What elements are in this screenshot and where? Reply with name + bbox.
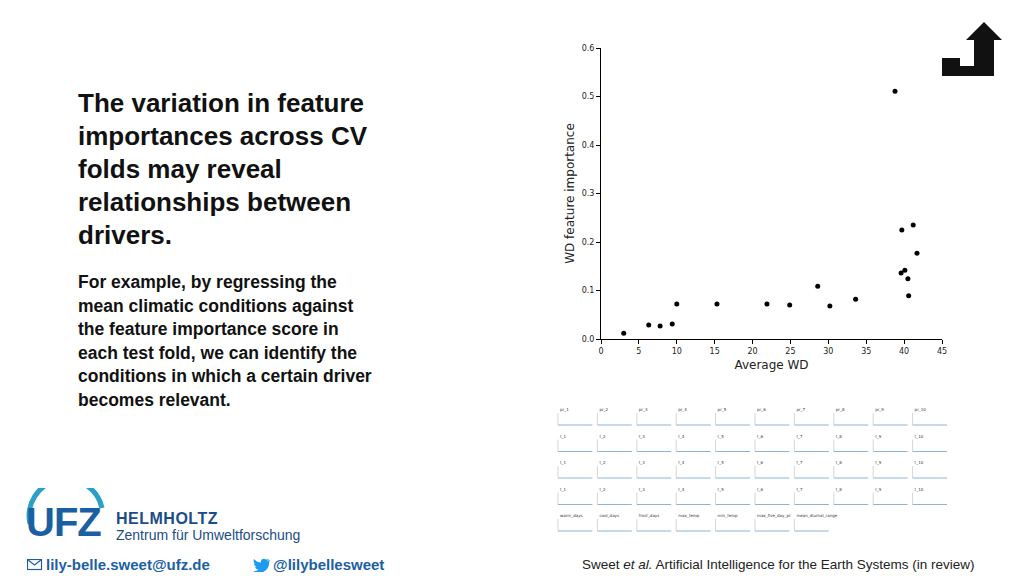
html-text:each test fold, we can identif: each test fold, we can identify the bbox=[78, 342, 358, 363]
svg-text:t_2: t_2 bbox=[599, 434, 606, 439]
svg-text:t_10: t_10 bbox=[915, 460, 924, 465]
html-text:Zentrum für Umweltforschung: Zentrum für Umweltforschung bbox=[116, 527, 301, 543]
svg-text:0.5: 0.5 bbox=[582, 92, 595, 101]
svg-text:t_4: t_4 bbox=[678, 434, 685, 439]
html-text:lily-belle.sweet@ufz.de: lily-belle.sweet@ufz.de bbox=[46, 556, 210, 573]
svg-text:pr_4: pr_4 bbox=[678, 407, 687, 412]
svg-text:25: 25 bbox=[785, 347, 795, 356]
svg-text:t_3: t_3 bbox=[639, 434, 646, 439]
svg-text:5: 5 bbox=[636, 347, 641, 356]
svg-text:t_7: t_7 bbox=[796, 434, 803, 439]
svg-text:0.2: 0.2 bbox=[582, 238, 595, 247]
svg-text:t_7: t_7 bbox=[796, 460, 803, 465]
html-text:The variation in feature: The variation in feature bbox=[78, 88, 365, 118]
svg-text:t_5: t_5 bbox=[718, 487, 725, 492]
svg-text:cool_days: cool_days bbox=[599, 513, 619, 518]
svg-text:t_6: t_6 bbox=[757, 434, 764, 439]
svg-text:min_temp: min_temp bbox=[718, 513, 738, 518]
svg-text:0.0: 0.0 bbox=[582, 335, 595, 344]
html-text:importances across CV: importances across CV bbox=[78, 121, 367, 151]
html-text:mean climatic conditions again: mean climatic conditions against bbox=[78, 295, 354, 316]
svg-text:t_1: t_1 bbox=[560, 434, 567, 439]
svg-text:t_1: t_1 bbox=[560, 460, 567, 465]
html-text:drivers.: drivers. bbox=[78, 220, 172, 250]
html-text:For example, by regressing the: For example, by regressing the bbox=[78, 272, 337, 292]
svg-text:t_9: t_9 bbox=[875, 460, 882, 465]
svg-text:t_2: t_2 bbox=[599, 460, 606, 465]
html-text:Sweet et al. Artificial Intell: Sweet et al. Artificial Intelligence for… bbox=[582, 557, 975, 572]
svg-text:max_five_day_pr: max_five_day_pr bbox=[757, 513, 791, 518]
svg-text:t_3: t_3 bbox=[639, 460, 646, 465]
html-text:the feature importance score i: the feature importance score in bbox=[78, 319, 339, 340]
html-text:folds may reveal: folds may reveal bbox=[78, 154, 282, 184]
html-text:@lilybellesweet: @lilybellesweet bbox=[273, 556, 385, 573]
svg-text:t_6: t_6 bbox=[757, 487, 764, 492]
svg-text:t_8: t_8 bbox=[836, 460, 843, 465]
svg-text:mean_diurnal_range: mean_diurnal_range bbox=[796, 513, 837, 518]
svg-text:0.6: 0.6 bbox=[582, 44, 595, 53]
svg-text:t_10: t_10 bbox=[915, 434, 924, 439]
svg-text:pr_3: pr_3 bbox=[639, 407, 648, 412]
svg-text:pr_8: pr_8 bbox=[836, 407, 845, 412]
svg-text:20: 20 bbox=[747, 347, 757, 356]
html-text:becomes relevant.: becomes relevant. bbox=[78, 390, 231, 410]
svg-text:t_8: t_8 bbox=[836, 487, 843, 492]
svg-text:t_2: t_2 bbox=[599, 487, 606, 492]
svg-text:45: 45 bbox=[937, 347, 947, 356]
svg-text:pr_9: pr_9 bbox=[875, 407, 884, 412]
svg-text:0.3: 0.3 bbox=[582, 189, 595, 198]
svg-text:max_temp: max_temp bbox=[678, 513, 700, 518]
svg-text:t_10: t_10 bbox=[915, 487, 924, 492]
svg-text:35: 35 bbox=[861, 347, 871, 356]
svg-text:frost_days: frost_days bbox=[639, 513, 660, 518]
svg-text:t_4: t_4 bbox=[678, 487, 685, 492]
svg-text:t_7: t_7 bbox=[796, 487, 803, 492]
svg-text:warm_days: warm_days bbox=[560, 513, 583, 518]
svg-text:Average WD: Average WD bbox=[734, 358, 808, 372]
svg-text:t_5: t_5 bbox=[718, 434, 725, 439]
svg-text:pr_5: pr_5 bbox=[718, 407, 727, 412]
svg-text:t_3: t_3 bbox=[639, 487, 646, 492]
html-text:HELMHOLTZ: HELMHOLTZ bbox=[116, 510, 218, 527]
svg-text:t_1: t_1 bbox=[560, 487, 567, 492]
svg-text:10: 10 bbox=[672, 347, 682, 356]
svg-text:0: 0 bbox=[598, 347, 603, 356]
svg-text:WD feature importance: WD feature importance bbox=[563, 123, 577, 264]
html-text:UFZ: UFZ bbox=[26, 500, 101, 544]
svg-text:40: 40 bbox=[899, 347, 909, 356]
svg-text:t_9: t_9 bbox=[875, 487, 882, 492]
svg-text:pr_10: pr_10 bbox=[915, 407, 927, 412]
svg-text:t_5: t_5 bbox=[718, 460, 725, 465]
svg-text:t_8: t_8 bbox=[836, 434, 843, 439]
svg-text:0.4: 0.4 bbox=[582, 141, 595, 150]
svg-text:pr_6: pr_6 bbox=[757, 407, 766, 412]
svg-text:t_9: t_9 bbox=[875, 434, 882, 439]
svg-text:pr_7: pr_7 bbox=[796, 407, 805, 412]
svg-text:0.1: 0.1 bbox=[582, 286, 595, 295]
svg-text:pr_2: pr_2 bbox=[599, 407, 608, 412]
svg-text:15: 15 bbox=[710, 347, 720, 356]
svg-text:pr_1: pr_1 bbox=[560, 407, 569, 412]
html-text:conditions in which a certain: conditions in which a certain driver bbox=[78, 366, 372, 387]
svg-text:t_4: t_4 bbox=[678, 460, 685, 465]
svg-text:t_6: t_6 bbox=[757, 460, 764, 465]
svg-text:30: 30 bbox=[823, 347, 833, 356]
html-text:relationships between: relationships between bbox=[78, 187, 352, 217]
